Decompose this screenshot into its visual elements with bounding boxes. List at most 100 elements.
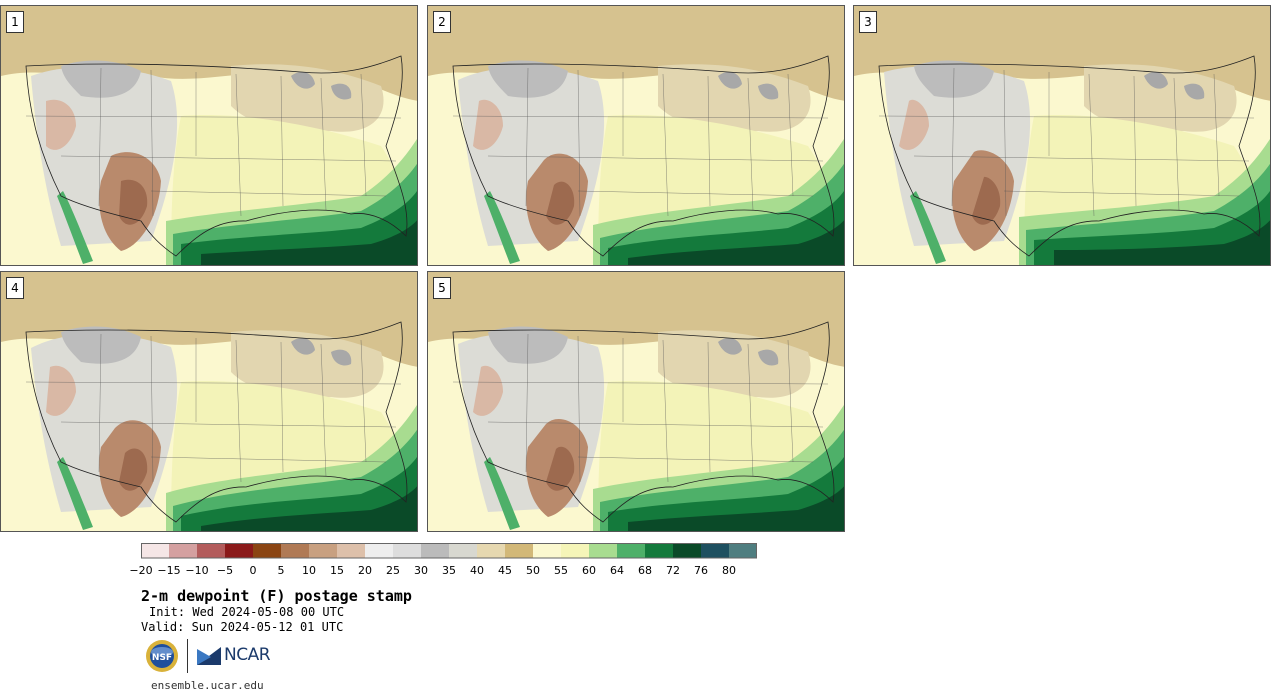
state-border bbox=[1133, 75, 1137, 207]
land-region bbox=[231, 330, 384, 399]
country-outline bbox=[25, 321, 408, 523]
state-border bbox=[98, 67, 102, 207]
land-region bbox=[46, 99, 76, 150]
state-border bbox=[360, 339, 367, 463]
map-panel-4: 4 bbox=[0, 271, 418, 532]
land-region bbox=[231, 64, 384, 133]
colorbar-swatch bbox=[393, 544, 421, 558]
colorbar-swatch bbox=[421, 544, 449, 558]
panel-number: 2 bbox=[433, 11, 451, 33]
land-region bbox=[854, 6, 1270, 101]
state-border bbox=[913, 155, 1250, 162]
state-border bbox=[662, 73, 669, 217]
state-border bbox=[280, 75, 284, 207]
country-outline bbox=[25, 55, 408, 257]
state-border bbox=[452, 115, 829, 119]
init-time: Init: Wed 2024-05-08 00 UTC bbox=[149, 605, 345, 619]
colorbar-tick-label: 55 bbox=[554, 564, 568, 577]
colorbar-swatch bbox=[337, 544, 365, 558]
land-region bbox=[46, 365, 76, 416]
colorbar-tick-label: 60 bbox=[582, 564, 596, 577]
land-region bbox=[899, 99, 929, 150]
colorbar-tick-label: 30 bbox=[414, 564, 428, 577]
moisture-region bbox=[484, 457, 520, 530]
state-border bbox=[150, 335, 154, 483]
colorbar-swatch bbox=[225, 544, 253, 558]
state-border bbox=[787, 73, 794, 197]
state-border bbox=[577, 335, 581, 483]
svg-text:NSF: NSF bbox=[152, 653, 172, 663]
state-border bbox=[487, 155, 824, 162]
dewpoint-map bbox=[854, 6, 1270, 265]
colorbar-tick-label: 15 bbox=[330, 564, 344, 577]
state-border bbox=[1003, 69, 1007, 217]
colorbar-tick-label: 25 bbox=[386, 564, 400, 577]
colorbar-swatch bbox=[309, 544, 337, 558]
state-border bbox=[25, 115, 402, 119]
lake-region bbox=[291, 71, 315, 89]
colorbar-swatch bbox=[197, 544, 225, 558]
moisture-region bbox=[201, 220, 417, 265]
colorbar-swatch bbox=[365, 544, 393, 558]
lake-region bbox=[291, 337, 315, 355]
state-border bbox=[1088, 73, 1095, 217]
map-panel-1: 1 bbox=[0, 5, 418, 266]
state-border bbox=[98, 333, 102, 473]
lake-region bbox=[1144, 71, 1168, 89]
ncar-logo: NCAR bbox=[197, 643, 271, 667]
colorbar-tick-label: 35 bbox=[442, 564, 456, 577]
state-border bbox=[487, 421, 824, 428]
dewpoint-colorbar bbox=[141, 543, 757, 559]
lake-region bbox=[758, 83, 779, 100]
state-border bbox=[787, 339, 794, 463]
dewpoint-map bbox=[1, 6, 417, 265]
land-region bbox=[972, 176, 1001, 225]
colorbar-swatch bbox=[589, 544, 617, 558]
colorbar-swatch bbox=[169, 544, 197, 558]
land-region bbox=[546, 181, 575, 225]
ncar-emblem-icon bbox=[197, 647, 221, 665]
state-border bbox=[707, 75, 711, 207]
land-region bbox=[428, 272, 844, 367]
colorbar-tick-label: 20 bbox=[358, 564, 372, 577]
ncar-wordmark: NCAR bbox=[224, 645, 271, 665]
state-border bbox=[25, 381, 402, 385]
colorbar-tick-label: −15 bbox=[157, 564, 181, 577]
state-border bbox=[525, 67, 529, 207]
state-border bbox=[878, 115, 1255, 119]
dewpoint-map bbox=[428, 6, 844, 265]
land-region bbox=[1, 6, 417, 101]
valid-time: Valid: Sun 2024-05-12 01 UTC bbox=[141, 620, 344, 634]
lake-region bbox=[331, 349, 352, 366]
state-border bbox=[1213, 73, 1220, 197]
state-border bbox=[951, 67, 955, 207]
state-border bbox=[707, 341, 711, 473]
colorbar-tick-label: 0 bbox=[249, 564, 257, 577]
colorbar-tick-label: 68 bbox=[638, 564, 652, 577]
colorbar-swatch bbox=[617, 544, 645, 558]
land-region bbox=[473, 99, 503, 150]
site-url[interactable]: ensemble.ucar.edu bbox=[151, 679, 264, 692]
logo-divider bbox=[187, 639, 188, 673]
colorbar-tick-label: 80 bbox=[722, 564, 736, 577]
colorbar-swatch bbox=[729, 544, 757, 558]
land-region bbox=[473, 365, 503, 416]
country-outline bbox=[452, 321, 835, 523]
colorbar-tick-label: 45 bbox=[498, 564, 512, 577]
colorbar-swatch bbox=[561, 544, 589, 558]
land-region bbox=[119, 179, 148, 225]
state-border bbox=[577, 456, 814, 463]
state-border bbox=[1003, 190, 1240, 197]
lake-region bbox=[1184, 83, 1205, 100]
state-border bbox=[577, 190, 814, 197]
colorbar-swatch bbox=[449, 544, 477, 558]
panel-number: 1 bbox=[6, 11, 24, 33]
state-border bbox=[150, 456, 387, 463]
state-border bbox=[320, 77, 327, 212]
state-border bbox=[577, 69, 581, 217]
colorbar-tick-label: −5 bbox=[216, 564, 234, 577]
map-panel-3: 3 bbox=[853, 5, 1271, 266]
colorbar-tick-label: −20 bbox=[129, 564, 153, 577]
colorbar-tick-label: 10 bbox=[302, 564, 316, 577]
colorbar-swatch bbox=[533, 544, 561, 558]
